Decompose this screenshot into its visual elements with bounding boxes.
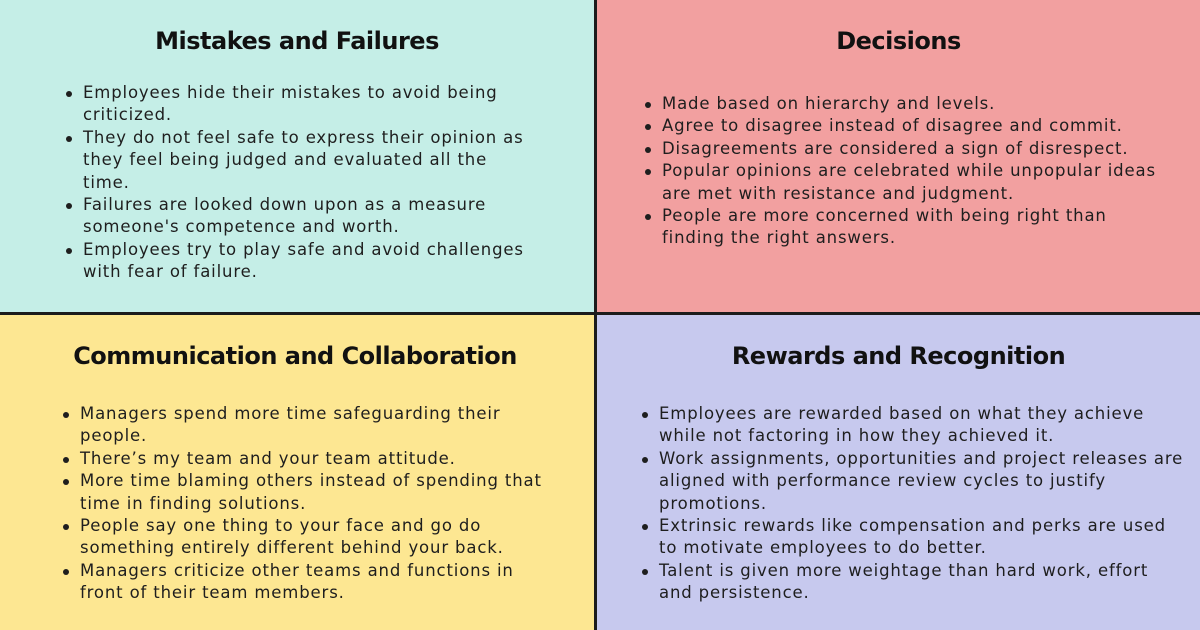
- bullet-list: Managers spend more time safeguarding th…: [60, 403, 560, 605]
- list-item: Made based on hierarchy and levels.: [642, 93, 1172, 115]
- panel-title: Mistakes and Failures: [155, 27, 439, 55]
- bullet-list: Made based on hierarchy and levels. Agre…: [642, 93, 1172, 250]
- bullet-list: Employees are rewarded based on what the…: [639, 403, 1184, 605]
- list-item: There’s my team and your team attitude.: [60, 448, 560, 470]
- list-item: Failures are looked down upon as a measu…: [63, 194, 533, 239]
- list-item: Employees are rewarded based on what the…: [639, 403, 1184, 448]
- list-item: Managers spend more time safeguarding th…: [60, 403, 560, 448]
- mistakes-and-failures-panel: Mistakes and Failures Employees hide the…: [0, 0, 597, 315]
- decisions-panel: Decisions Made based on hierarchy and le…: [597, 0, 1200, 315]
- rewards-and-recognition-panel: Rewards and Recognition Employees are re…: [597, 315, 1200, 630]
- list-item: Employees hide their mistakes to avoid b…: [63, 82, 533, 127]
- panel-title: Communication and Collaboration: [73, 342, 517, 370]
- list-item: More time blaming others instead of spen…: [60, 470, 560, 515]
- bullet-list: Employees hide their mistakes to avoid b…: [63, 82, 533, 284]
- list-item: Managers criticize other teams and funct…: [60, 560, 560, 605]
- list-item: Disagreements are considered a sign of d…: [642, 138, 1172, 160]
- list-item: Extrinsic rewards like compensation and …: [639, 515, 1184, 560]
- panel-title: Decisions: [836, 27, 961, 55]
- list-item: Agree to disagree instead of disagree an…: [642, 115, 1172, 137]
- list-item: Talent is given more weightage than hard…: [639, 560, 1184, 605]
- list-item: Employees try to play safe and avoid cha…: [63, 239, 533, 284]
- list-item: People say one thing to your face and go…: [60, 515, 560, 560]
- list-item: Work assignments, opportunities and proj…: [639, 448, 1184, 515]
- panel-title: Rewards and Recognition: [731, 342, 1066, 370]
- list-item: People are more concerned with being rig…: [642, 205, 1172, 250]
- list-item: They do not feel safe to express their o…: [63, 127, 533, 194]
- list-item: Popular opinions are celebrated while un…: [642, 160, 1172, 205]
- communication-and-collaboration-panel: Communication and Collaboration Managers…: [0, 315, 597, 630]
